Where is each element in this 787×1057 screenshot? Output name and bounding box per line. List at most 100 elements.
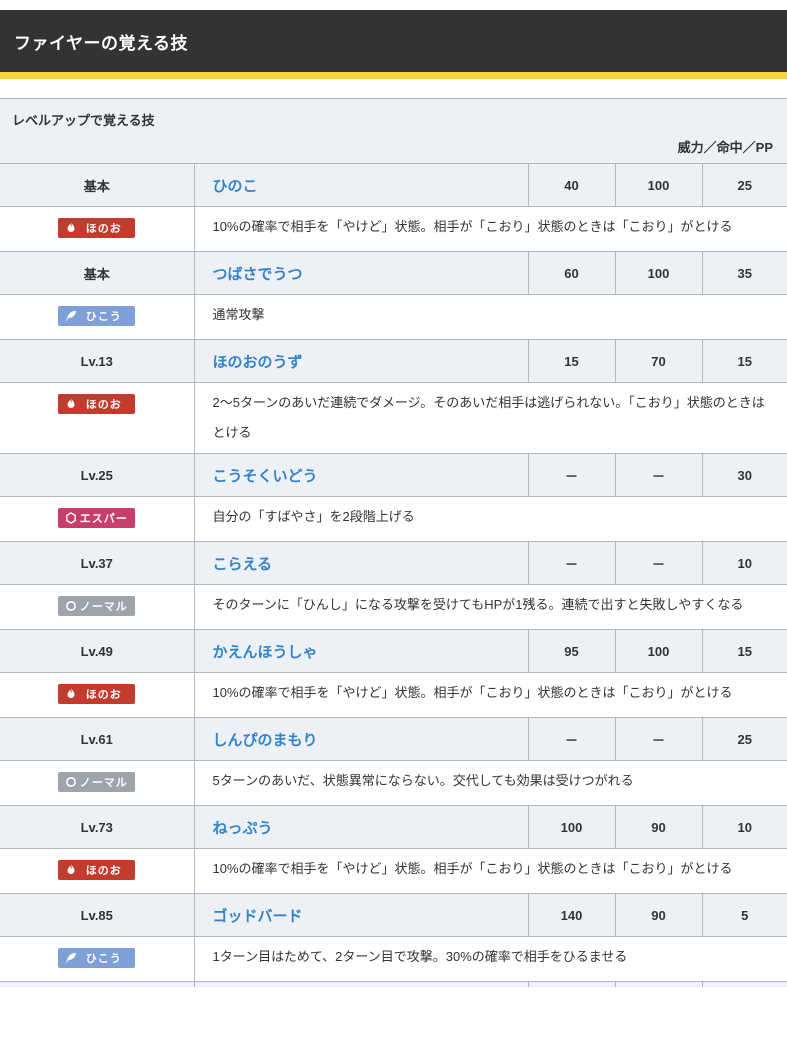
type-badge-flying: ひこう xyxy=(58,948,136,968)
move-pp: 15 xyxy=(701,339,787,383)
move-row: Lv.61 しんぴのまもり － － 25 xyxy=(0,717,787,761)
move-name-link[interactable]: かえんほうしゃ xyxy=(212,643,318,661)
move-row: Lv.85 ゴッドバード 140 90 5 xyxy=(0,893,787,937)
move-accuracy: 90 xyxy=(614,893,702,937)
move-pp: 5 xyxy=(701,893,787,937)
type-badge-psychic: エスパー xyxy=(58,508,136,528)
move-level: 基本 xyxy=(0,251,194,295)
move-description: 5ターンのあいだ、状態異常にならない。交代しても効果は受けつがれる xyxy=(193,760,787,806)
move-row: Lv.13 ほのおのうず 15 70 15 xyxy=(0,339,787,383)
page-title-bar: ファイヤーの覚える技 xyxy=(0,10,787,79)
circle-icon xyxy=(66,777,77,787)
move-name-link[interactable]: ねっぷう xyxy=(212,819,273,837)
move-power: － xyxy=(527,541,615,585)
move-description-row: ほのお 10%の確率で相手を「やけど」状態。相手が「こおり」状態のときは「こおり… xyxy=(0,206,787,252)
move-description-row: ほのお 10%の確率で相手を「やけど」状態。相手が「こおり」状態のときは「こおり… xyxy=(0,848,787,894)
move-accuracy: － xyxy=(614,541,702,585)
move-power: 140 xyxy=(527,893,615,937)
move-accuracy: － xyxy=(614,453,702,497)
page-title: ファイヤーの覚える技 xyxy=(14,33,188,53)
move-description-row: ノーマル そのターンに「ひんし」になる攻撃を受けてもHPが1残る。連続で出すと失… xyxy=(0,584,787,630)
move-accuracy: 100 xyxy=(614,163,702,207)
stats-column-header: 威力／命中／PP xyxy=(677,140,773,155)
move-accuracy: 100 xyxy=(614,629,702,673)
move-accuracy: 90 xyxy=(614,805,702,849)
type-badge-fire: ほのお xyxy=(58,218,136,238)
feather-icon xyxy=(66,952,77,963)
move-description: 10%の確率で相手を「やけど」状態。相手が「こおり」状態のときは「こおり」がとけ… xyxy=(193,672,787,718)
feather-icon xyxy=(66,310,77,321)
move-name-link[interactable]: つばさでうつ xyxy=(212,265,303,283)
move-description: 10%の確率で相手を「やけど」状態。相手が「こおり」状態のときは「こおり」がとけ… xyxy=(193,206,787,252)
move-level: Lv.61 xyxy=(0,717,194,761)
circle-icon xyxy=(66,601,77,611)
move-description-row: ひこう 1ターン目はためて、2ターン目で攻撃。30%の確率で相手をひるませる xyxy=(0,936,787,982)
type-badge-label: ほのお xyxy=(85,689,122,701)
move-level: 基本 xyxy=(0,163,194,207)
type-badge-label: ほのお xyxy=(85,223,122,235)
move-accuracy: － xyxy=(614,717,702,761)
move-level: Lv.13 xyxy=(0,339,194,383)
move-name-link[interactable]: ほのおのうず xyxy=(212,353,303,371)
type-badge-label: ひこう xyxy=(85,311,122,323)
move-row: Lv.37 こらえる － － 10 xyxy=(0,541,787,585)
move-pp: 25 xyxy=(701,163,787,207)
move-description-row: エスパー 自分の「すばやさ」を2段階上げる xyxy=(0,496,787,542)
type-badge-fire: ほのお xyxy=(58,394,136,414)
move-description: そのターンに「ひんし」になる攻撃を受けてもHPが1残る。連続で出すと失敗しやすく… xyxy=(193,584,787,630)
type-badge-flying: ひこう xyxy=(58,306,136,326)
move-description: 自分の「すばやさ」を2段階上げる xyxy=(193,496,787,542)
move-pp: 35 xyxy=(701,251,787,295)
type-badge-label: ノーマル xyxy=(79,601,128,613)
move-name-link[interactable]: しんぴのまもり xyxy=(212,731,318,749)
move-power: － xyxy=(527,453,615,497)
move-description: 通常攻撃 xyxy=(193,294,787,340)
move-accuracy: 70 xyxy=(614,339,702,383)
hexagon-icon xyxy=(66,512,77,524)
move-power: 60 xyxy=(527,251,615,295)
move-name-link[interactable]: こうそくいどう xyxy=(212,467,318,485)
move-level: Lv.25 xyxy=(0,453,194,497)
move-description-row: ひこう 通常攻撃 xyxy=(0,294,787,340)
level-up-moves-section: レベルアップで覚える技 威力／命中／PP 基本 ひのこ 40 100 25 ほの… xyxy=(0,98,787,987)
move-description-row: ほのお 10%の確率で相手を「やけど」状態。相手が「こおり」状態のときは「こおり… xyxy=(0,672,787,718)
move-description-row: ノーマル 5ターンのあいだ、状態異常にならない。交代しても効果は受けつがれる xyxy=(0,760,787,806)
move-level: Lv.37 xyxy=(0,541,194,585)
cut-off-row xyxy=(0,981,787,987)
move-power: 100 xyxy=(527,805,615,849)
move-accuracy: 100 xyxy=(614,251,702,295)
type-badge-label: エスパー xyxy=(79,513,128,525)
flame-icon xyxy=(67,863,75,875)
move-description-row: ほのお 2～5ターンのあいだ連続でダメージ。そのあいだ相手は逃げられない。「こお… xyxy=(0,382,787,454)
move-level: Lv.85 xyxy=(0,893,194,937)
flame-icon xyxy=(67,687,75,699)
move-power: 40 xyxy=(527,163,615,207)
move-row: 基本 つばさでうつ 60 100 35 xyxy=(0,251,787,295)
type-badge-normal: ノーマル xyxy=(58,596,136,616)
flame-icon xyxy=(67,221,75,233)
type-badge-fire: ほのお xyxy=(58,860,136,880)
move-power: 95 xyxy=(527,629,615,673)
type-badge-label: ほのお xyxy=(85,399,122,411)
type-badge-normal: ノーマル xyxy=(58,772,136,792)
move-level: Lv.73 xyxy=(0,805,194,849)
type-badge-label: ひこう xyxy=(85,953,122,965)
type-badge-label: ほのお xyxy=(85,865,122,877)
move-description: 1ターン目はためて、2ターン目で攻撃。30%の確率で相手をひるませる xyxy=(193,936,787,982)
moves-table: 基本 ひのこ 40 100 25 ほのお 10%の確率で相手を「やけど」状態。相… xyxy=(0,163,787,987)
move-pp: 10 xyxy=(701,541,787,585)
move-pp: 30 xyxy=(701,453,787,497)
move-power: 15 xyxy=(527,339,615,383)
move-power: － xyxy=(527,717,615,761)
move-name-link[interactable]: こらえる xyxy=(212,555,273,573)
move-description: 10%の確率で相手を「やけど」状態。相手が「こおり」状態のときは「こおり」がとけ… xyxy=(193,848,787,894)
section-title: レベルアップで覚える技 xyxy=(12,113,155,128)
move-pp: 15 xyxy=(701,629,787,673)
move-row: Lv.49 かえんほうしゃ 95 100 15 xyxy=(0,629,787,673)
move-description: 2～5ターンのあいだ連続でダメージ。そのあいだ相手は逃げられない。「こおり」状態… xyxy=(193,382,787,454)
move-name-link[interactable]: ゴッドバード xyxy=(212,907,303,925)
flame-icon xyxy=(67,397,75,409)
move-row: Lv.25 こうそくいどう － － 30 xyxy=(0,453,787,497)
type-badge-label: ノーマル xyxy=(79,777,128,789)
move-name-link[interactable]: ひのこ xyxy=(212,177,258,195)
